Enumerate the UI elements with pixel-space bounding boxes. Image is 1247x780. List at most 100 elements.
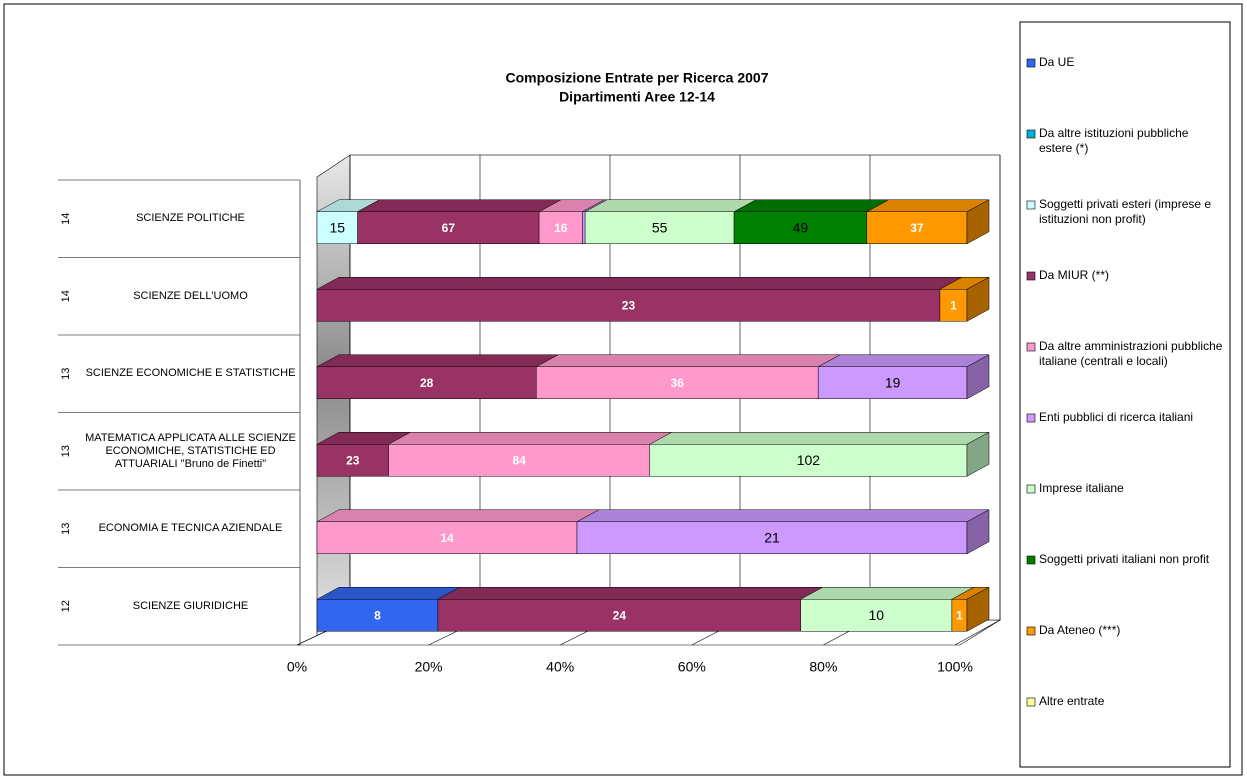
data-label: 16	[554, 221, 568, 235]
bar	[536, 366, 819, 399]
bar-shade	[317, 277, 962, 290]
legend-label: Da UE	[1039, 55, 1075, 69]
data-label: 24	[613, 608, 627, 622]
bar-side	[966, 199, 990, 245]
x-tick-label: 100%	[937, 659, 973, 675]
data-label: 10	[869, 607, 885, 623]
bar-shade	[585, 199, 757, 212]
data-label: 49	[793, 219, 809, 235]
data-label: 19	[885, 374, 901, 390]
x-tick-label: 80%	[809, 659, 837, 675]
legend-swatch	[1026, 484, 1036, 494]
bar	[437, 599, 801, 632]
legend-label: Soggetti privati italiani non profit	[1039, 552, 1210, 566]
bar	[316, 599, 439, 632]
bar-shade	[818, 354, 989, 367]
legend-label: Da altre amministrazioni pubbliche itali…	[1039, 339, 1223, 368]
bar	[733, 211, 868, 244]
group-label: 13	[60, 445, 72, 457]
bar-shade	[317, 354, 559, 367]
bar	[866, 211, 968, 244]
category-label: SCIENZE ECONOMICHE E STATISTICHE	[85, 367, 296, 380]
bar	[538, 211, 583, 244]
bar-shade	[939, 277, 989, 290]
bar-shade	[536, 354, 841, 367]
data-label: 21	[764, 529, 780, 545]
x-tick-label: 0%	[287, 659, 307, 675]
bar-shade	[734, 199, 889, 212]
bar	[357, 211, 540, 244]
data-label: 102	[797, 452, 821, 468]
data-label: 8	[374, 608, 381, 622]
bar-shade	[317, 432, 411, 445]
legend-swatch	[1026, 271, 1036, 281]
data-label: 1	[956, 608, 963, 622]
bar-shade	[800, 587, 974, 600]
legend-swatch	[1026, 413, 1036, 423]
category-label: SCIENZE DELL'UOMO	[133, 289, 248, 302]
bar	[316, 366, 537, 399]
legend-label: Da MIUR (**)	[1039, 268, 1110, 282]
category-label: MATEMATICA APPLICATA ALLE SCIENZE ECONOM…	[85, 431, 296, 470]
group-label: 13	[60, 523, 72, 535]
data-label: 23	[346, 453, 360, 467]
bar-shade	[967, 277, 989, 322]
category-label: SCIENZE POLITICHE	[136, 212, 245, 225]
bar-shade	[967, 199, 989, 244]
group-label: 12	[60, 600, 72, 612]
legend-swatch	[1026, 200, 1036, 210]
legend-label: Imprese italiane	[1039, 481, 1124, 495]
bar-shade	[967, 587, 989, 632]
legend-swatch	[1026, 342, 1036, 352]
bar	[316, 521, 578, 554]
bar-shade	[582, 199, 608, 212]
legend-swatch	[1026, 626, 1036, 636]
bar	[388, 444, 651, 477]
data-label: 1	[950, 298, 957, 312]
data-label: 28	[420, 376, 434, 390]
bar-side	[966, 431, 990, 477]
data-label: 15	[330, 219, 346, 235]
category-label: SCIENZE GIURIDICHE	[132, 599, 249, 612]
group-label: 13	[60, 368, 72, 380]
bar-side	[966, 276, 990, 322]
x-tick-label: 20%	[415, 659, 443, 675]
bar-shade	[967, 432, 989, 477]
legend-label: Da altre istituzioni pubbliche estere (*…	[1039, 126, 1189, 155]
data-label: 36	[671, 376, 685, 390]
bar-shade	[967, 509, 989, 554]
bar-side	[966, 354, 990, 400]
bar-shade	[357, 199, 562, 212]
bar-shade	[577, 509, 989, 522]
bar-shade	[437, 587, 823, 600]
bar-shade	[317, 587, 460, 600]
data-label: 23	[622, 298, 636, 312]
bar-shade	[649, 432, 989, 445]
data-label: 37	[910, 221, 924, 235]
legend-swatch	[1026, 58, 1036, 68]
bar-shade	[317, 199, 380, 212]
category-label: ECONOMIA E TECNICA AZIENDALE	[98, 522, 283, 535]
bar-shade	[951, 587, 989, 600]
data-label: 55	[652, 219, 668, 235]
floor-grid-line	[954, 619, 1001, 646]
bar	[817, 366, 968, 399]
data-label: 67	[442, 221, 456, 235]
bar-shade	[967, 354, 989, 399]
bar	[584, 211, 735, 244]
group-label: 14	[60, 213, 72, 225]
bar	[649, 444, 968, 477]
data-label: 84	[512, 453, 526, 467]
bar	[582, 211, 586, 244]
group-label: 14	[60, 290, 72, 302]
chart-subtitle: Dipartimenti Aree 12-14	[559, 89, 715, 105]
x-tick-label: 40%	[546, 659, 574, 675]
legend-swatch	[1026, 555, 1036, 565]
x-tick-label: 60%	[678, 659, 706, 675]
legend-box	[1019, 21, 1231, 768]
legend-swatch	[1026, 129, 1036, 139]
legend-label: Soggetti privati esteri (imprese e istit…	[1039, 197, 1212, 226]
bar-shade	[539, 199, 605, 212]
